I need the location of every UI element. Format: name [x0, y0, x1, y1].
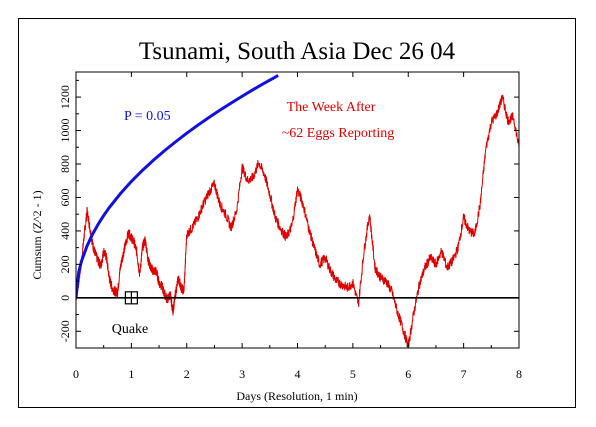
p05-label: P = 0.05 — [124, 109, 171, 124]
quake-label: Quake — [112, 322, 149, 337]
x-tick-label: 3 — [239, 367, 245, 381]
x-tick-label: 8 — [516, 367, 522, 381]
y-tick-label: 400 — [58, 222, 72, 240]
y-tick-label: 800 — [58, 155, 72, 173]
x-tick-label: 0 — [73, 367, 79, 381]
eggs-reporting-label: ~62 Eggs Reporting — [282, 126, 395, 141]
y-tick-label: 0 — [58, 295, 72, 301]
y-tick-label: 1200 — [58, 85, 72, 109]
y-axis-label: Cumsum (Z^2 - 1) — [30, 190, 44, 279]
x-axis-label: Days (Resolution, 1 min) — [236, 389, 357, 403]
week-after-label: The Week After — [287, 100, 376, 115]
series-cumsum-line — [76, 94, 519, 348]
y-tick-label: -200 — [58, 320, 72, 342]
series-p05-envelope — [76, 74, 279, 298]
x-tick-label: 7 — [461, 367, 467, 381]
y-tick-label: 1000 — [58, 119, 72, 143]
x-tick-label: 2 — [184, 367, 190, 381]
x-tick-label: 5 — [350, 367, 356, 381]
quake-marker-icon — [124, 291, 138, 305]
y-tick-label: 600 — [58, 188, 72, 206]
x-tick-label: 1 — [128, 367, 134, 381]
chart-frame — [18, 18, 576, 408]
y-tick-label: 200 — [58, 255, 72, 273]
x-tick-label: 6 — [405, 367, 411, 381]
chart-title: Tsunami, South Asia Dec 26 04 — [139, 38, 456, 65]
x-tick-label: 4 — [295, 367, 301, 381]
